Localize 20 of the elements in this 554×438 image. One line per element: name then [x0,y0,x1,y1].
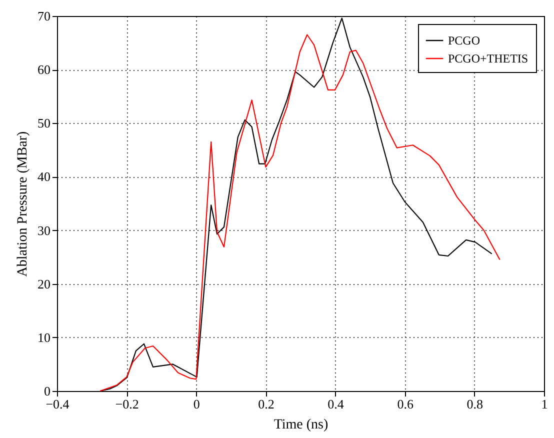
x-tick-label: 0.2 [258,396,274,412]
x-tick-label: −0.4 [46,396,70,412]
y-tick-label: 10 [38,330,50,345]
x-tick-label: 1 [541,396,548,412]
y-tick-label: 30 [38,222,50,238]
y-axis-title: Ablation Pressure (MBar) [16,130,30,277]
y-tick-label: 60 [38,62,50,78]
x-tick-label: 0.8 [466,396,484,412]
x-tick-label: 0.4 [328,396,344,412]
y-tick-label: 50 [38,116,50,131]
x-tick-label: −0.2 [115,396,139,412]
y-tick-label: 0 [44,384,50,398]
y-tick-label: 20 [38,276,50,292]
x-tick-label: 0 [193,396,200,412]
y-tick-label: 70 [38,8,50,24]
x-tick-label: 0.6 [397,396,414,412]
y-tick-label: 40 [38,169,50,184]
legend-label: PCGO+THETIS [448,52,528,66]
legend-label: PCGO [448,34,480,48]
x-axis-title: Time (ns) [274,418,328,432]
